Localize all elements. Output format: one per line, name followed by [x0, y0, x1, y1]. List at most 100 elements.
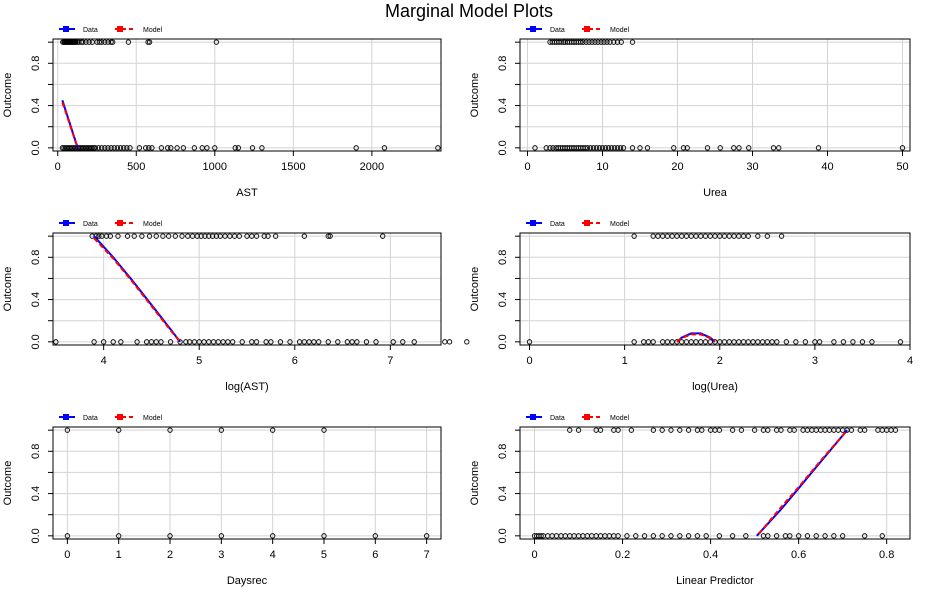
data-point — [764, 233, 770, 239]
data-point — [783, 339, 789, 345]
data-point — [650, 427, 657, 433]
x-tick-label: 40 — [821, 161, 833, 173]
data-point — [325, 339, 331, 345]
data-point — [596, 145, 603, 151]
data-point — [236, 233, 243, 239]
data-point — [677, 533, 683, 539]
data-point — [209, 233, 216, 239]
data-point — [650, 533, 657, 539]
data-point — [729, 427, 736, 433]
data-point — [586, 39, 592, 45]
y-tick-label: 0.8 — [497, 250, 509, 265]
data-point — [143, 145, 149, 151]
data-point — [268, 339, 274, 345]
data-point — [813, 533, 819, 539]
data-point — [717, 145, 723, 151]
y-tick-label: 0.8 — [497, 56, 509, 71]
data-point — [105, 145, 111, 151]
data-point — [602, 145, 609, 151]
data-point — [64, 427, 71, 433]
data-point — [198, 233, 204, 239]
data-point — [118, 339, 124, 345]
legend-model-label: Model — [610, 415, 630, 422]
data-point — [380, 233, 386, 239]
data-point — [179, 233, 185, 239]
data-point — [183, 339, 189, 345]
data-point — [114, 145, 121, 151]
data-point — [301, 233, 307, 239]
data-point — [83, 39, 89, 45]
data-point — [134, 339, 140, 345]
data-point — [582, 145, 588, 151]
y-tick-label: 0.0 — [497, 334, 509, 349]
data-point — [287, 339, 293, 345]
x-tick-label: 2 — [167, 549, 173, 561]
data-point — [659, 533, 665, 539]
x-axis-label: log(Urea) — [692, 381, 738, 393]
data-point — [680, 145, 687, 151]
y-axis-label: Outcome — [2, 73, 14, 118]
data-point — [671, 145, 677, 151]
data-point — [776, 145, 782, 151]
data-point — [738, 427, 745, 433]
data-point — [899, 145, 906, 151]
y-axis-label: Outcome — [2, 267, 14, 312]
data-point — [583, 39, 589, 45]
data-point — [774, 339, 780, 345]
data-point — [699, 427, 705, 433]
data-point — [791, 427, 797, 433]
data-point — [146, 233, 153, 239]
data-point — [704, 145, 711, 151]
panel-4: 0 1 2 3 4 0.0 0.4 0.8 log(Urea) Outcome Data Model — [469, 220, 913, 393]
data-point — [91, 339, 97, 345]
x-tick-label: 10 — [596, 161, 608, 173]
plot-frame — [519, 232, 911, 346]
data-point — [550, 145, 556, 151]
data-point — [743, 533, 749, 539]
data-point — [633, 533, 639, 539]
data-point — [102, 145, 108, 151]
data-point — [353, 145, 359, 151]
data-point — [587, 145, 594, 151]
data-point — [770, 145, 777, 151]
data-point — [86, 39, 92, 45]
x-tick-label: 0.8 — [879, 549, 894, 561]
data-point — [694, 533, 701, 539]
y-axis-label: Outcome — [469, 73, 481, 118]
data-point — [102, 39, 108, 45]
data-point — [593, 145, 600, 151]
data-point — [108, 39, 114, 45]
x-tick-label: 3 — [218, 549, 224, 561]
data-point — [611, 39, 617, 45]
data-point — [615, 427, 621, 433]
x-tick-label: 0 — [64, 549, 70, 561]
data-point — [103, 233, 110, 239]
legend-model-swatch — [584, 220, 590, 226]
data-point — [787, 533, 793, 539]
data-point — [778, 427, 784, 433]
data-point — [599, 145, 606, 151]
y-tick-label: 0.4 — [497, 486, 509, 501]
legend-model-label: Model — [610, 221, 630, 228]
data-point — [335, 339, 341, 345]
data-point — [560, 39, 567, 45]
data-point — [261, 233, 267, 239]
data-point — [677, 427, 683, 433]
plot-frame — [519, 426, 911, 540]
data-point — [840, 339, 847, 345]
data-point — [149, 145, 155, 151]
data-point — [354, 339, 360, 345]
data-point — [778, 233, 785, 239]
x-tick-label: 4 — [907, 355, 913, 367]
data-point — [145, 39, 151, 45]
data-point — [253, 339, 260, 345]
data-point — [372, 533, 378, 539]
y-tick-label: 0.0 — [30, 528, 42, 543]
data-point — [253, 233, 260, 239]
y-axis-label: Outcome — [2, 461, 14, 506]
data-point — [850, 339, 856, 345]
data-point — [615, 533, 621, 539]
x-tick-label: 6 — [372, 549, 378, 561]
y-tick-label: 0.8 — [30, 444, 42, 459]
data-point — [239, 339, 245, 345]
